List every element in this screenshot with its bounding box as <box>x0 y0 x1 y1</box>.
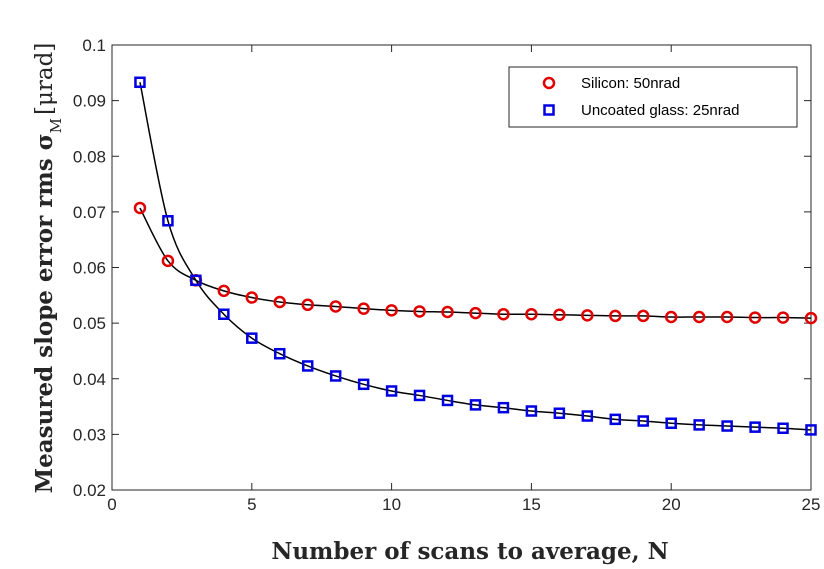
data-point-series-2 <box>218 308 230 320</box>
data-point-series-2 <box>274 347 286 360</box>
data-point-series-2 <box>441 394 454 407</box>
x-tick-label: 10 <box>382 495 401 514</box>
data-point-series-2 <box>525 405 538 417</box>
x-tick-label: 5 <box>247 495 256 514</box>
data-point-series-1 <box>245 291 259 304</box>
data-point-series-2 <box>497 401 510 414</box>
data-point-series-2 <box>581 410 594 422</box>
data-point-series-2 <box>246 332 258 344</box>
data-point-series-2 <box>805 424 817 436</box>
x-axis-title: Number of scans to average, N <box>271 538 668 565</box>
data-point-series-1 <box>217 284 231 298</box>
data-point-series-2 <box>469 399 482 411</box>
legend-marker-series-1 <box>542 76 556 90</box>
data-point-series-1 <box>664 310 678 324</box>
y-tick-label: 0.1 <box>82 36 106 55</box>
data-point-series-2 <box>329 370 342 382</box>
data-point-series-2 <box>190 274 202 287</box>
data-point-series-1 <box>636 309 650 323</box>
data-point-series-2 <box>162 215 174 227</box>
data-markers <box>133 76 818 436</box>
data-point-series-2 <box>413 389 426 402</box>
axis-ticks: 0 5 10 15 20 25 0.02 0.03 0.04 0.05 0.06 0.07 0.08 0.… <box>73 36 821 514</box>
data-point-series-2 <box>385 385 398 397</box>
x-tick-label: 0 <box>107 495 116 514</box>
y-tick-label: 0.04 <box>73 370 106 389</box>
data-point-series-1 <box>804 311 818 325</box>
legend-box <box>508 66 798 128</box>
data-point-series-2 <box>301 360 314 372</box>
data-point-series-2 <box>777 422 789 435</box>
x-tick-label: 25 <box>802 495 821 514</box>
data-point-series-2 <box>749 421 761 433</box>
data-point-series-1 <box>385 304 398 317</box>
y-tick-label: 0.02 <box>73 481 106 500</box>
y-axis-title-main: Measured slope error rms σ <box>31 133 58 493</box>
y-tick-label: 0.05 <box>73 314 106 333</box>
fit-line-series-1 <box>139 207 812 319</box>
data-point-series-1 <box>692 310 706 324</box>
data-point-series-1 <box>609 309 622 323</box>
legend-marker-series-2 <box>543 104 555 116</box>
x-tick-label: 15 <box>522 495 541 514</box>
data-point-series-1 <box>357 302 370 315</box>
x-tick-label: 20 <box>662 495 681 514</box>
data-point-series-1 <box>329 300 342 313</box>
data-point-series-2 <box>357 378 370 391</box>
y-tick-label: 0.09 <box>73 92 106 111</box>
data-point-series-2 <box>693 419 705 431</box>
data-point-series-1 <box>553 308 566 322</box>
data-point-series-1 <box>720 310 734 324</box>
data-point-series-2 <box>553 407 566 419</box>
data-point-series-2 <box>721 420 733 432</box>
y-axis-title-subscript: M <box>47 118 65 133</box>
data-point-series-1 <box>748 311 762 324</box>
legend: Silicon: 50nrad Uncoated glass: 25nrad <box>508 66 798 128</box>
data-point-series-1 <box>469 306 482 320</box>
legend-label-series-2: Uncoated glass: 25nrad <box>581 102 739 119</box>
data-point-series-1 <box>133 201 147 215</box>
y-tick-label: 0.08 <box>73 147 106 166</box>
data-point-series-1 <box>776 311 790 324</box>
data-point-series-1 <box>161 254 175 268</box>
data-point-series-1 <box>413 305 426 318</box>
data-point-series-2 <box>134 76 146 89</box>
data-point-series-2 <box>665 417 677 429</box>
data-point-series-2 <box>637 415 649 427</box>
y-tick-label: 0.03 <box>73 425 106 444</box>
y-tick-label: 0.07 <box>73 203 106 222</box>
data-point-series-1 <box>581 309 594 322</box>
y-axis-title: Measured slope error rms σM [μrad] <box>31 43 65 494</box>
data-point-series-1 <box>441 305 454 319</box>
data-point-series-1 <box>273 295 287 309</box>
data-point-series-1 <box>301 298 314 312</box>
legend-label-series-1: Silicon: 50nrad <box>581 75 680 92</box>
data-point-series-2 <box>609 413 622 426</box>
data-point-series-1 <box>525 307 538 321</box>
data-point-series-1 <box>497 307 510 321</box>
y-axis-title-unit: [μrad] <box>32 43 58 115</box>
y-tick-label: 0.06 <box>73 259 106 278</box>
